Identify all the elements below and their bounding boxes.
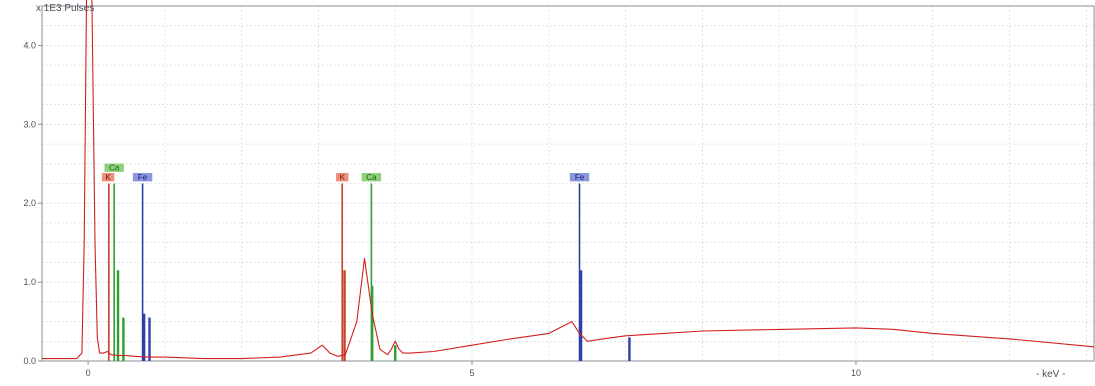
- element-label-box: [335, 172, 350, 182]
- y-tick-label: 0.0: [23, 356, 36, 366]
- element-label: K: [340, 173, 346, 182]
- element-label: Fe: [138, 173, 148, 182]
- element-label: Fe: [575, 173, 585, 182]
- spectrum-line: [42, 0, 1095, 360]
- element-label: K: [105, 173, 111, 182]
- element-label: Ca: [366, 173, 377, 182]
- x-tick-label: 5: [470, 368, 475, 378]
- y-tick-label: 3.0: [23, 119, 36, 129]
- y-axis: 0.0 1.0 2.0 3.0 4.0: [23, 40, 42, 366]
- y-tick-label: 1.0: [23, 277, 36, 287]
- series: [42, 0, 1095, 360]
- x-axis: 0 5 10: [86, 361, 861, 378]
- x-tick-label: 10: [851, 368, 861, 378]
- element-label-box: [569, 172, 590, 182]
- element-label-box: [361, 172, 382, 182]
- y-tick-label: 4.0: [23, 40, 36, 50]
- x-axis-label: - keV -: [1036, 369, 1065, 380]
- element-label-box: [132, 172, 153, 182]
- y-axis-label: x 1E3 Pulses: [36, 3, 94, 14]
- plot-frame: [41, 5, 1095, 362]
- y-tick-label: 2.0: [23, 198, 36, 208]
- element-label-box: [103, 162, 125, 173]
- element-labels: CaK Fe K Ca Fe: [101, 162, 590, 182]
- minor-lines: [116, 270, 631, 361]
- element-label-box: [101, 172, 115, 182]
- element-label: Ca: [109, 164, 120, 173]
- x-tick-label: 0: [86, 368, 91, 378]
